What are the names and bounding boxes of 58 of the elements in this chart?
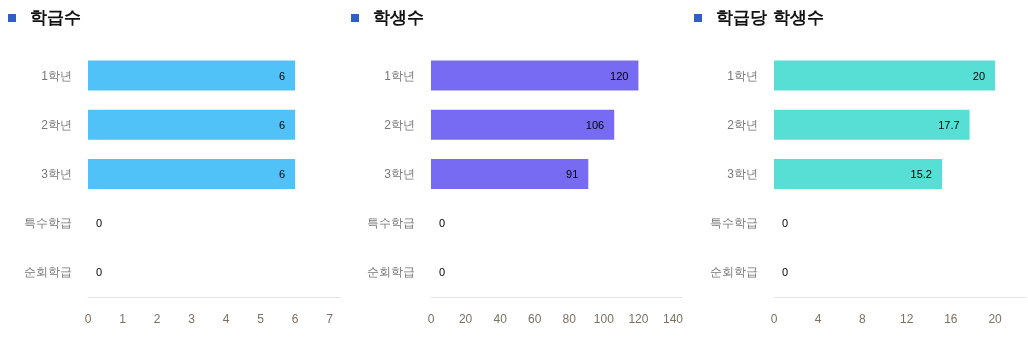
x-tick-label: 4 — [222, 312, 230, 326]
y-tick-label: 2학년 — [384, 117, 415, 132]
y-tick-label: 3학년 — [727, 167, 758, 181]
data-label: 91 — [566, 168, 579, 180]
x-tick-label: 7 — [326, 312, 334, 326]
x-tick-label: 20 — [988, 312, 1003, 326]
data-label: 0 — [782, 266, 789, 279]
y-tick-label: 2학년 — [41, 117, 72, 132]
x-tick-label: 6 — [291, 312, 299, 326]
x-tick-label: 4 — [814, 312, 822, 326]
y-tick-label: 3학년 — [41, 167, 72, 181]
data-label: 0 — [439, 266, 446, 279]
data-label: 0 — [782, 217, 789, 230]
x-tick-label: 2 — [153, 312, 161, 326]
y-tick-label: 특수학급 — [710, 216, 758, 231]
x-tick-label: 8 — [859, 312, 867, 326]
y-tick-label: 특수학급 — [24, 216, 72, 231]
data-label: 17.7 — [938, 118, 960, 131]
x-tick-label: 40 — [493, 312, 508, 326]
y-tick-label: 특수학급 — [367, 216, 415, 231]
x-tick-label: 120 — [628, 312, 649, 326]
chart-title: 학생수 — [373, 6, 424, 29]
data-label: 0 — [439, 217, 446, 230]
x-tick-label: 0 — [770, 312, 778, 326]
bar — [431, 159, 589, 189]
x-tick-label: 1 — [119, 312, 127, 326]
x-tick-label: 16 — [944, 312, 958, 326]
data-label: 6 — [279, 168, 286, 180]
x-tick-label: 12 — [899, 312, 914, 326]
x-tick-label: 140 — [662, 312, 684, 326]
x-tick-label: 3 — [188, 312, 196, 326]
data-label: 6 — [279, 118, 286, 131]
y-tick-label: 3학년 — [384, 167, 415, 181]
y-tick-label: 2학년 — [727, 117, 758, 132]
x-tick-label: 80 — [562, 312, 577, 326]
x-tick-label: 0 — [84, 312, 92, 326]
chart-title: 학급수 — [30, 6, 81, 29]
data-label: 6 — [279, 69, 286, 82]
y-tick-label: 순회학급 — [24, 265, 72, 280]
y-tick-label: 1학년 — [727, 68, 758, 83]
y-tick-label: 1학년 — [384, 68, 415, 83]
data-label: 20 — [972, 69, 986, 82]
y-tick-label: 순회학급 — [710, 265, 758, 280]
data-label: 106 — [585, 118, 605, 131]
data-label: 15.2 — [910, 168, 932, 180]
data-label: 0 — [96, 217, 103, 230]
x-tick-label: 60 — [528, 312, 542, 326]
chart-title: 학급당 학생수 — [716, 6, 824, 29]
data-label: 120 — [610, 69, 629, 82]
data-label: 0 — [96, 266, 103, 279]
x-tick-label: 20 — [458, 312, 473, 326]
bar — [431, 109, 615, 140]
y-tick-label: 순회학급 — [367, 265, 415, 280]
x-tick-label: 0 — [427, 312, 435, 326]
y-tick-label: 1학년 — [41, 68, 72, 83]
bar — [431, 60, 639, 91]
x-tick-label: 100 — [593, 312, 615, 326]
x-tick-label: 5 — [257, 312, 265, 326]
